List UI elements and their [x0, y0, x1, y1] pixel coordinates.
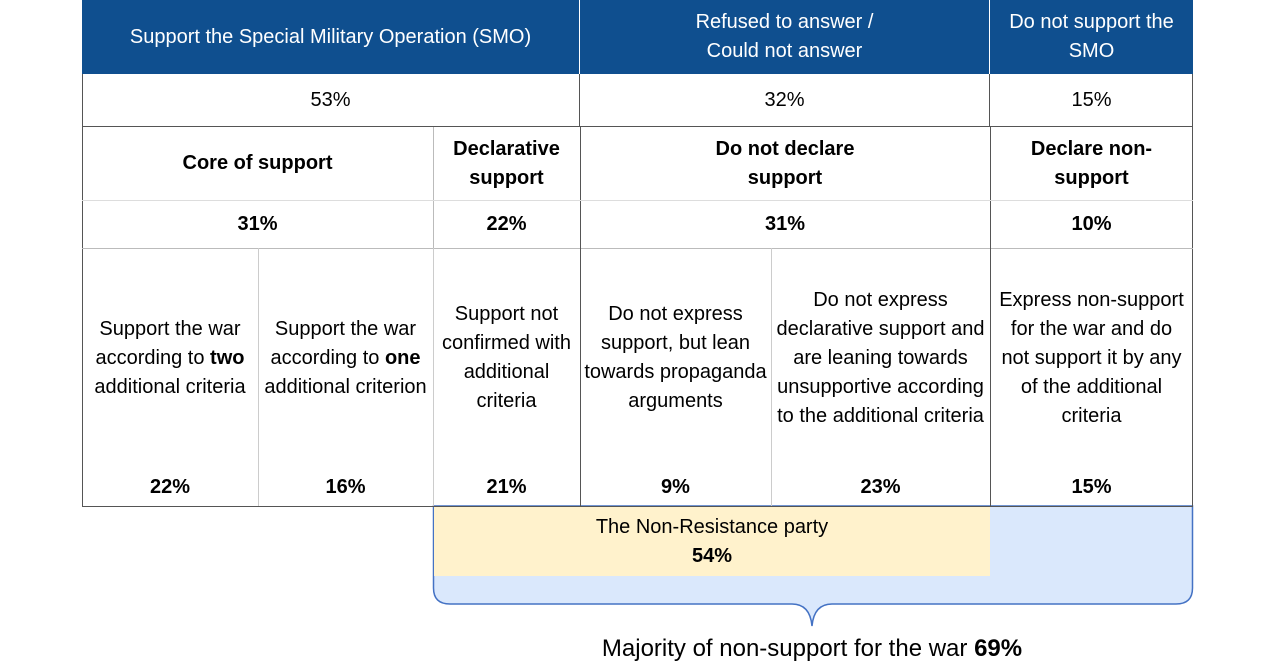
group-pct: 31% [764, 212, 806, 235]
header-cell: Refused to answer / Could not answer [580, 0, 990, 74]
segment-text-emphasis: one [384, 346, 421, 369]
segment-pct: 22% [149, 475, 191, 498]
header-text: Support the Special Military Operation (… [129, 25, 532, 48]
group-text: Core of support [182, 152, 333, 174]
segment-text-part: Do not express support, but lean towards… [584, 303, 767, 412]
segment-text-part: additional criteria [94, 375, 246, 398]
total-cell: 53% [82, 74, 580, 127]
total-value: 15% [1071, 88, 1112, 111]
divider [771, 248, 772, 506]
group-value: 10% [990, 200, 1193, 248]
segment-text-part: Support the war according to [270, 317, 417, 369]
group-label: Declarative support [433, 127, 580, 200]
segment-text: Do not express declarative support and a… [771, 248, 990, 468]
segment-value: 21% [433, 468, 580, 506]
header-text: Refused to answer / Could not answer [695, 11, 874, 62]
group-value: 31% [580, 200, 990, 248]
group-text: Do not declare support [715, 137, 855, 189]
divider [990, 127, 991, 249]
segment-value: 22% [82, 468, 258, 506]
group-label: Core of support [82, 127, 433, 200]
divider [580, 248, 581, 506]
group-pct: 10% [1071, 212, 1112, 235]
segment-pct: 23% [860, 475, 901, 498]
segment-text-emphasis: two [210, 346, 245, 369]
group-text: Declare non-support [1030, 137, 1153, 189]
total-cell: 32% [580, 74, 990, 127]
segment-text: Do not express support, but lean towards… [580, 248, 771, 468]
segment-text: Support the war according to two additio… [82, 248, 258, 468]
group-label: Do not declare support [580, 127, 990, 200]
non-resistance: The Non-Resistance party 54% [434, 512, 990, 572]
segment-pct: 21% [486, 475, 527, 498]
segment-text: Support the war according to one additio… [258, 248, 433, 468]
non-resistance-area [434, 506, 990, 576]
segment-value: 15% [990, 468, 1193, 506]
segment-text-part: additional criterion [264, 375, 427, 398]
divider [258, 248, 259, 506]
divider [433, 127, 434, 249]
divider [990, 248, 991, 506]
segment-value: 9% [580, 468, 771, 506]
non-resistance-label: The Non-Resistance party [595, 516, 829, 538]
segment-value: 16% [258, 468, 433, 506]
segment-text: Support not confirmed with additional cr… [433, 248, 580, 468]
header-text: Do not support the SMO [1009, 11, 1174, 62]
segment-text-part: Support the war according to [95, 317, 241, 369]
group-label: Declare non-support [990, 127, 1193, 200]
majority: Majority of non-support for the war 69% [480, 630, 1144, 666]
segment-text-part: Express non-support for the war and do n… [999, 288, 1184, 427]
divider [433, 248, 434, 506]
header-cell: Do not support the SMO [990, 0, 1193, 74]
group-pct: 22% [486, 212, 527, 235]
group-row [82, 127, 1193, 249]
segment-pct: 16% [325, 475, 366, 498]
group-text: Declarative support [453, 137, 560, 189]
segment-value: 23% [771, 468, 990, 506]
header-cell: Support the Special Military Operation (… [82, 0, 580, 74]
total-value: 53% [310, 88, 351, 111]
segment-pct: 9% [661, 475, 690, 498]
total-cell: 15% [990, 74, 1193, 127]
majority-label: Majority of non-support for the war [601, 634, 968, 662]
segment-pct: 15% [1071, 475, 1112, 498]
group-value: 31% [82, 200, 433, 248]
group-value: 22% [433, 200, 580, 248]
total-value: 32% [764, 88, 805, 111]
segment-text: Express non-support for the war and do n… [990, 248, 1193, 468]
group-pct: 31% [237, 212, 278, 235]
non-resistance-pct: 54% [691, 545, 733, 567]
divider [82, 200, 1193, 201]
segment-text-part: Support not confirmed with additional cr… [442, 303, 571, 412]
segment-text-part: Do not express declarative support and a… [776, 288, 985, 427]
divider [580, 127, 581, 249]
majority-pct: 69% [974, 634, 1023, 662]
